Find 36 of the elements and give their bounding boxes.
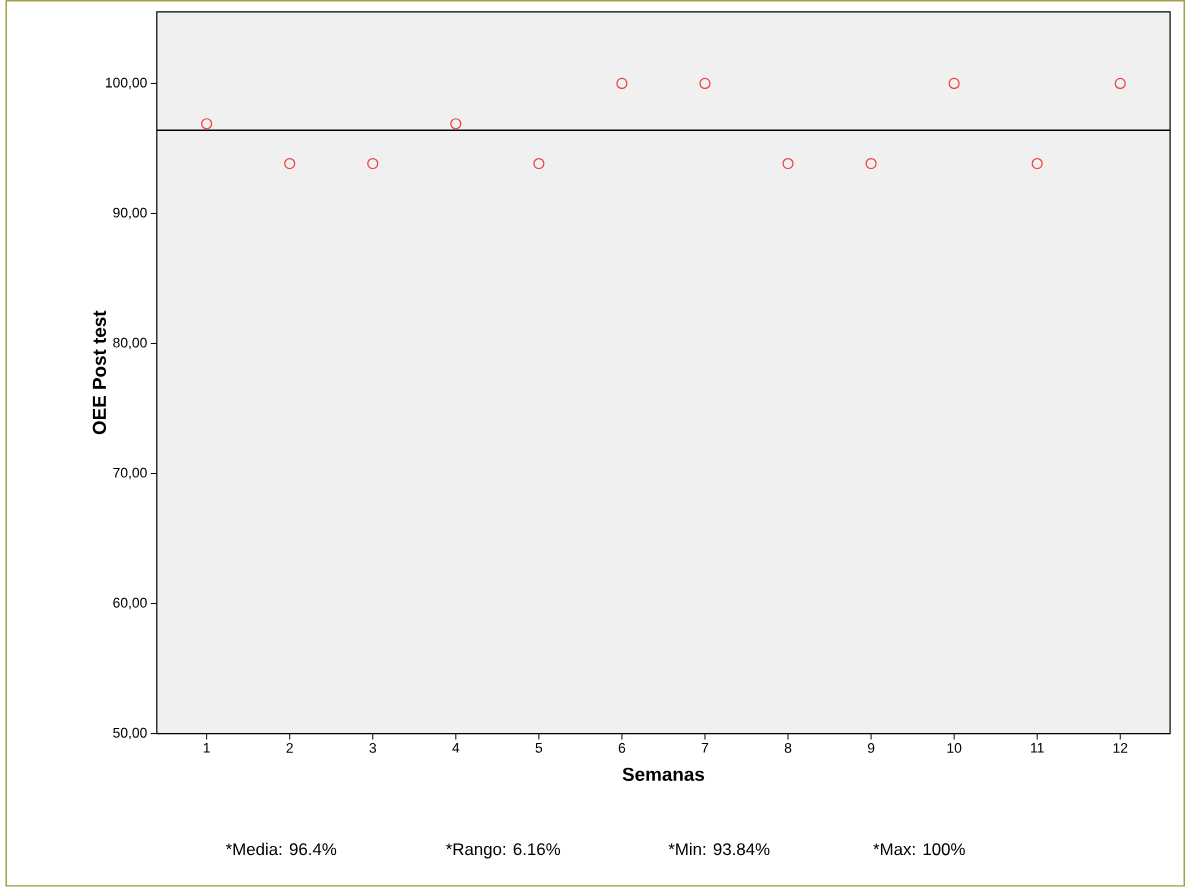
x-tick-label: 3 — [369, 743, 376, 753]
point — [948, 77, 960, 90]
x-tick-label: 9 — [867, 743, 875, 753]
point — [1114, 77, 1126, 90]
y-tick-label: 90,00 — [113, 207, 147, 220]
point — [533, 158, 545, 170]
text: *Media: 96.4% — [225, 842, 337, 856]
point — [284, 158, 296, 170]
text: *Min: 93.84% — [668, 842, 770, 856]
point — [450, 118, 462, 130]
x-tick-label: 10 — [947, 743, 962, 753]
x-tick-label: 4 — [452, 743, 460, 753]
point — [201, 118, 213, 130]
point — [865, 158, 877, 170]
x-tick-label: 12 — [1113, 743, 1128, 753]
point — [616, 77, 628, 90]
x-axis-title: Semanas — [622, 767, 705, 782]
point — [1031, 158, 1043, 170]
y-axis-title: OEE Post test — [92, 310, 107, 435]
x-tick-label: 7 — [701, 743, 709, 753]
text: *Max: 100% — [873, 843, 965, 856]
point — [367, 158, 379, 170]
x-tick-label: 1 — [203, 743, 210, 753]
y-tick-label: 100,00 — [105, 77, 147, 90]
y-tick-label: 50,00 — [113, 727, 147, 740]
x-tick-label: 6 — [618, 743, 626, 753]
x-tick-label: 8 — [784, 743, 792, 753]
point — [782, 158, 794, 170]
text: *Rango: 6.16% — [445, 843, 561, 859]
y-tick-label: 80,00 — [113, 337, 147, 350]
y-tick-label: 70,00 — [113, 467, 147, 480]
point — [699, 77, 711, 90]
y-tick-label: 60,00 — [113, 597, 147, 610]
x-tick-label: 5 — [535, 743, 543, 753]
x-tick-label: 11 — [1031, 743, 1044, 753]
x-tick-label: 2 — [286, 743, 293, 753]
